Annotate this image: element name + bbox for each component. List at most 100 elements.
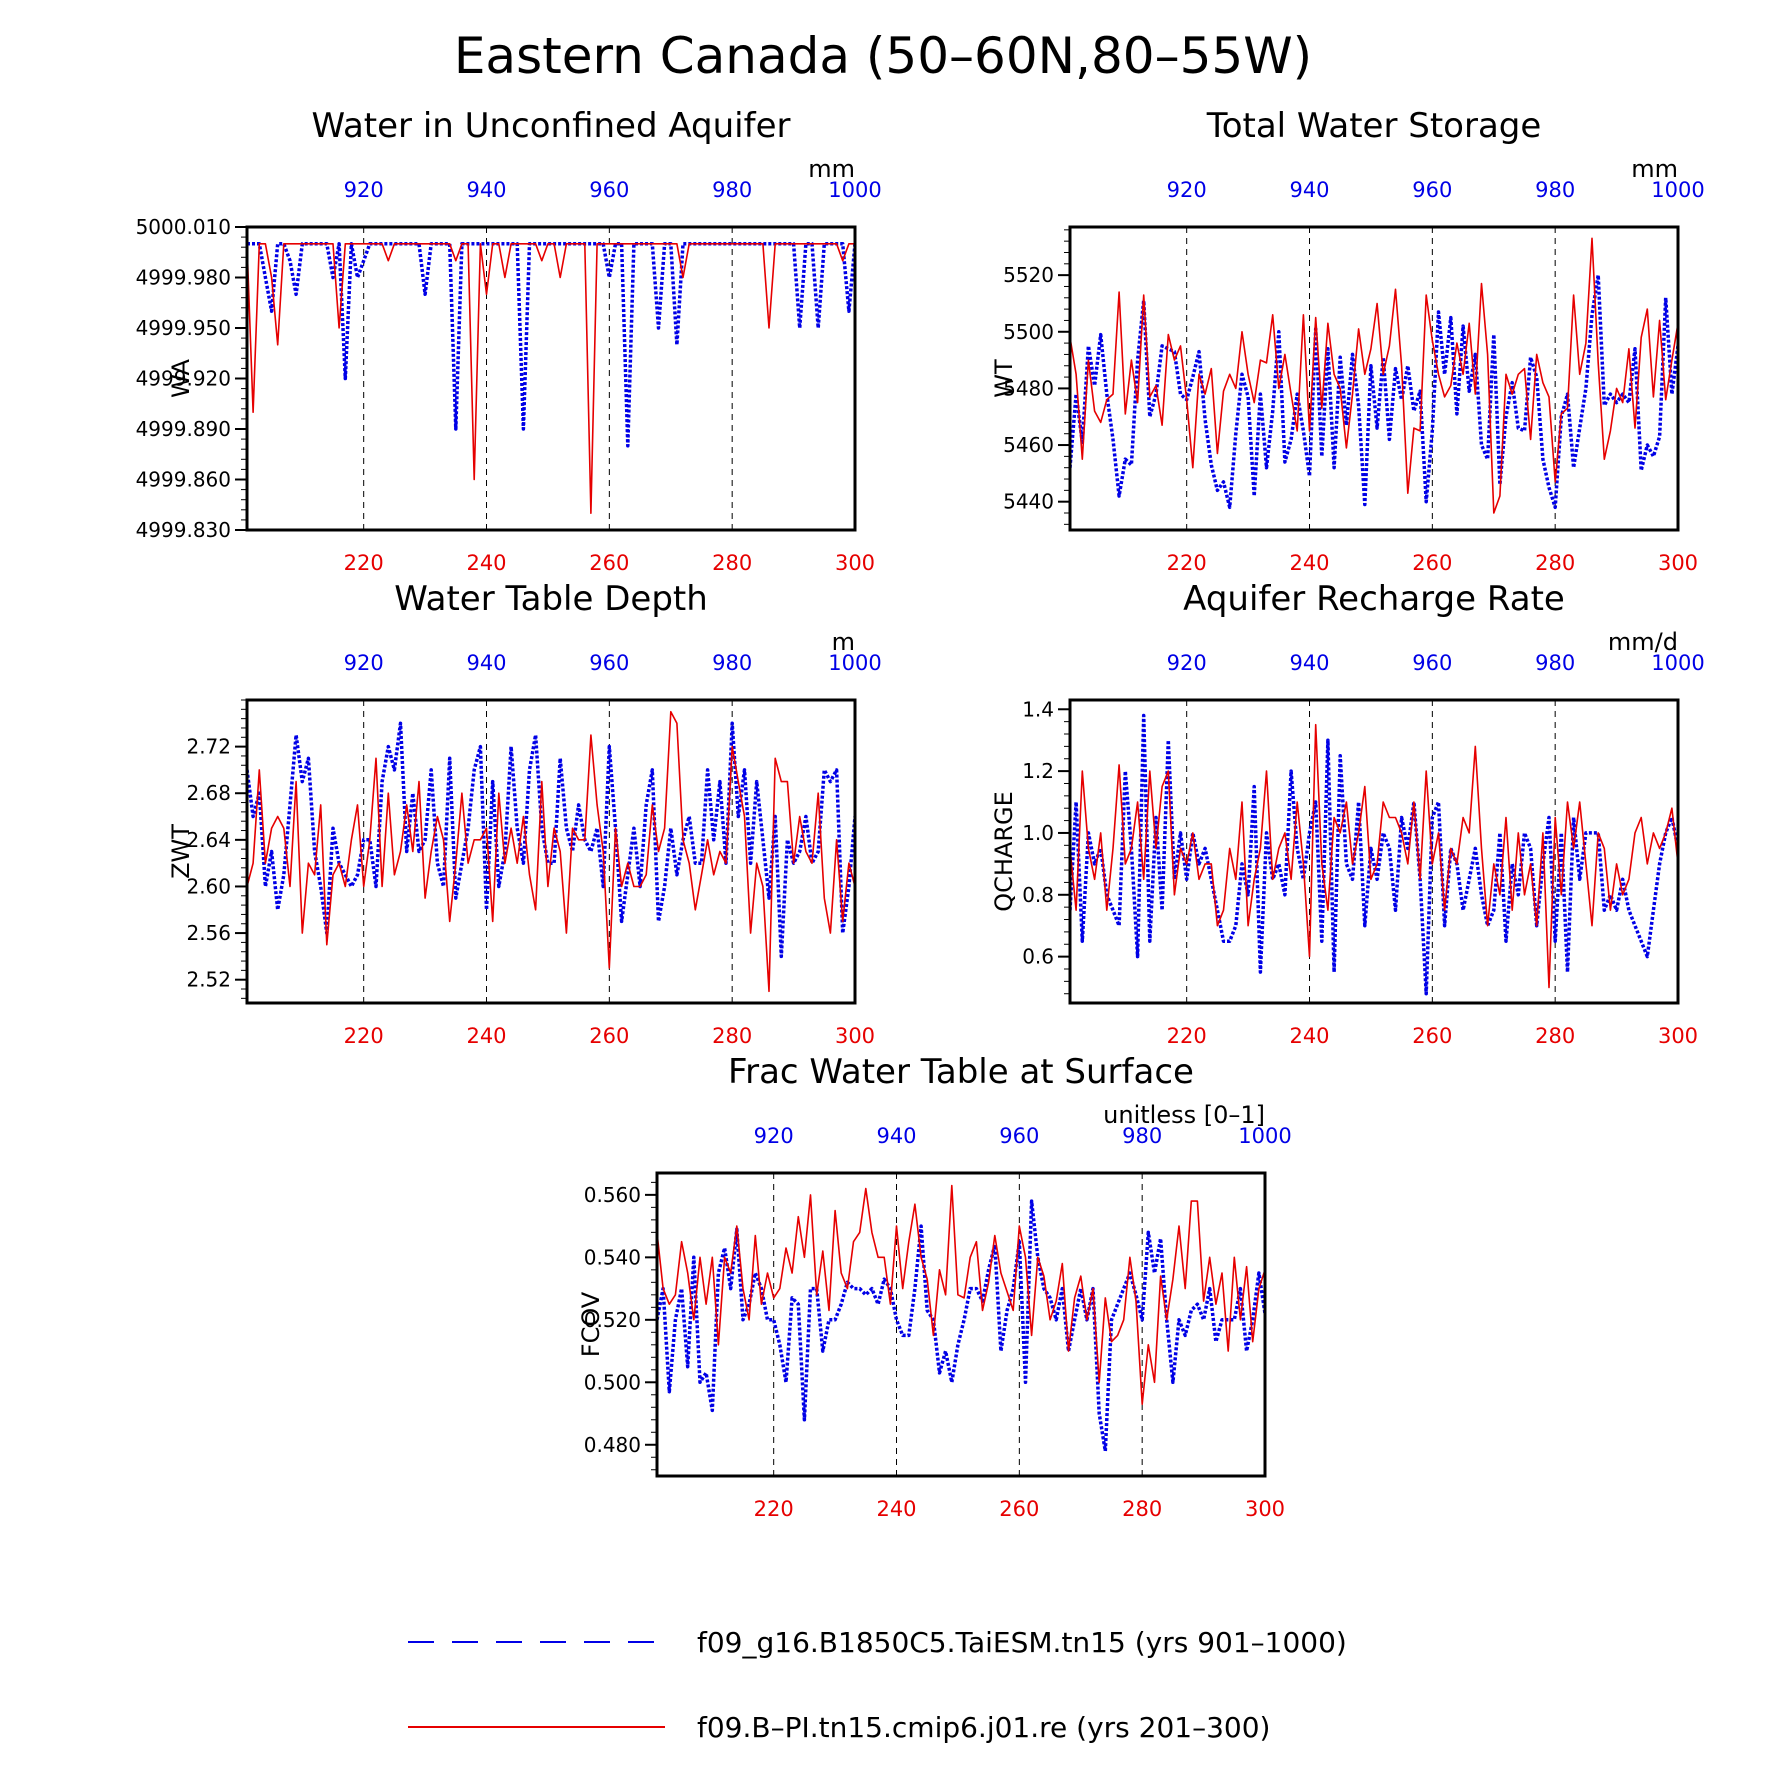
y-tick-label: 2.56 [186,921,231,945]
series-line-cmip6 [1070,237,1678,514]
y-tick-label: 4999.830 [136,518,231,542]
y-axis-label: QCHARGE [990,791,1018,912]
x-tick-label-top: 960 [1412,178,1452,202]
plot-frame [245,698,857,1005]
panels: Water in Unconfined Aquifer mm WA 4999.830 4… [136,106,1705,1521]
plot-frame [245,225,857,532]
x-tick-label-bottom: 240 [466,1024,506,1048]
x-tick-label-top: 960 [1412,651,1452,675]
y-tick-label: 0.500 [584,1370,641,1394]
y-tick-label: 5520 [1003,263,1054,287]
series-line-taiesm [247,242,855,448]
y-tick-label: 1.4 [1022,697,1054,721]
x-tick-label-bottom: 300 [1658,1024,1698,1048]
x-tick-label-bottom: 300 [835,551,875,575]
x-tick-label-bottom: 300 [835,1024,875,1048]
y-tick-label: 4999.950 [136,316,231,340]
panel-units: mm [808,155,855,183]
legend: f09_g16.B1850C5.TaiESM.tn15 (yrs 901–100… [408,1626,1347,1744]
x-tick-label-top: 1000 [1238,1124,1291,1148]
x-tick-label-top: 980 [712,651,752,675]
series-line-taiesm [1070,273,1678,510]
series-line-cmip6 [247,710,855,993]
panel-title: Water in Unconfined Aquifer [312,106,791,146]
y-tick-label: 0.540 [584,1245,641,1269]
y-tick-label: 2.52 [186,968,231,992]
x-tick-label-bottom: 220 [344,1024,384,1048]
y-tick-label: 2.68 [186,781,231,805]
panel-wa: Water in Unconfined Aquifer mm WA 4999.830 4… [136,106,882,575]
x-tick-label-bottom: 300 [1245,1497,1285,1521]
x-tick-label-bottom: 300 [1658,551,1698,575]
x-tick-label-bottom: 280 [712,551,752,575]
y-tick-label: 0.6 [1022,945,1054,969]
x-tick-label-bottom: 220 [754,1497,794,1521]
x-tick-label-bottom: 240 [466,551,506,575]
y-tick-label: 2.60 [186,874,231,898]
y-tick-label: 4999.920 [136,367,231,391]
y-tick-label: 2.64 [186,828,231,852]
x-tick-label-bottom: 260 [1412,551,1452,575]
panel-units: mm/d [1608,628,1678,656]
x-tick-label-top: 940 [466,651,506,675]
panel-units: mm [1631,155,1678,183]
series-line-taiesm [247,721,855,959]
x-tick-label-bottom: 280 [1535,551,1575,575]
panel-units: unitless [0–1] [1103,1101,1265,1129]
panel-title: Aquifer Recharge Rate [1183,579,1565,619]
y-tick-label: 4999.860 [136,468,231,492]
y-axis-label: WT [990,359,1018,398]
y-tick-label: 4999.980 [136,266,231,290]
x-tick-label-top: 940 [1289,178,1329,202]
plot-frame [1068,698,1680,1005]
y-tick-label: 5460 [1003,433,1054,457]
series-line-taiesm [657,1199,1265,1453]
x-tick-label-bottom: 260 [589,1024,629,1048]
x-tick-label-top: 980 [1122,1124,1162,1148]
x-tick-label-top: 940 [466,178,506,202]
x-tick-label-bottom: 280 [1535,1024,1575,1048]
y-axis-label: WA [167,359,195,398]
x-tick-label-top: 940 [876,1124,916,1148]
x-tick-label-top: 920 [1167,178,1207,202]
x-tick-label-top: 940 [1289,651,1329,675]
x-tick-label-top: 920 [344,651,384,675]
panel-zwt: Water Table Depth m ZWT 2.52 2.56 2.60 2.64 2.6… [167,579,882,1048]
y-tick-label: 0.8 [1022,883,1054,907]
x-tick-label-top: 980 [712,178,752,202]
series-line-cmip6 [1070,723,1678,989]
series-line-taiesm [1070,713,1678,996]
x-tick-label-bottom: 240 [876,1497,916,1521]
x-tick-label-top: 960 [589,651,629,675]
y-tick-label: 0.480 [584,1433,641,1457]
series-line-cmip6 [247,243,855,515]
y-tick-label: 0.560 [584,1183,641,1207]
panel-title: Frac Water Table at Surface [728,1052,1194,1092]
x-tick-label-bottom: 220 [344,551,384,575]
x-tick-label-bottom: 220 [1167,551,1207,575]
panel-title: Water Table Depth [394,579,708,619]
x-tick-label-bottom: 240 [1289,551,1329,575]
panel-units: m [832,628,855,656]
x-tick-label-top: 920 [754,1124,794,1148]
x-tick-label-top: 960 [589,178,629,202]
plot-frame [655,1171,1267,1478]
x-tick-label-bottom: 260 [589,551,629,575]
panel-wt: Total Water Storage mm WT 5440 5460 5480 5500 5… [990,106,1705,575]
panel-title: Total Water Storage [1206,106,1542,146]
y-tick-label: 5480 [1003,376,1054,400]
x-tick-label-top: 980 [1535,178,1575,202]
y-tick-label: 0.520 [584,1308,641,1332]
legend-label-series-a: f09_g16.B1850C5.TaiESM.tn15 (yrs 901–100… [697,1626,1347,1659]
x-tick-label-top: 1000 [828,178,881,202]
x-tick-label-top: 920 [344,178,384,202]
x-tick-label-top: 960 [999,1124,1039,1148]
series-line-cmip6 [657,1184,1265,1405]
x-tick-label-bottom: 240 [1289,1024,1329,1048]
x-tick-label-top: 920 [1167,651,1207,675]
x-tick-label-bottom: 280 [1122,1497,1162,1521]
plot-frame [1068,225,1680,532]
x-tick-label-bottom: 260 [1412,1024,1452,1048]
y-tick-label: 5000.010 [136,215,231,239]
